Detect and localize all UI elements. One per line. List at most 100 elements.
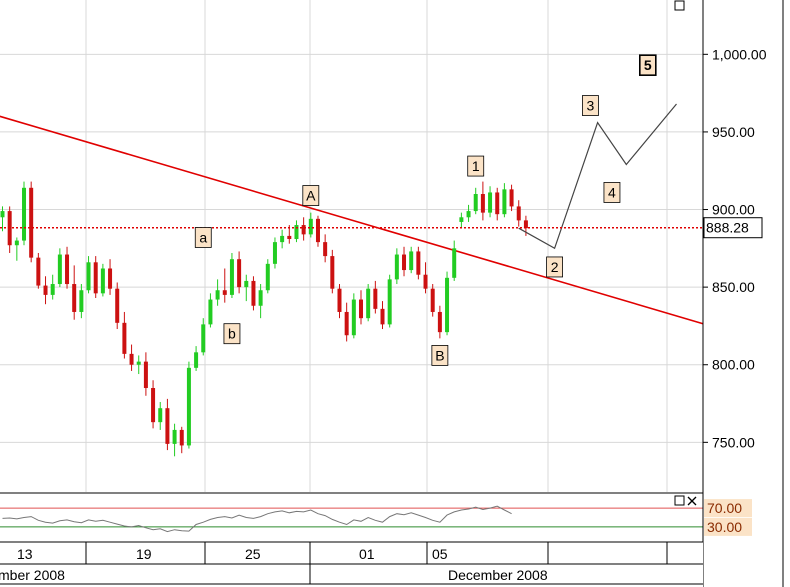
price-tick-label: 900.00 [712, 202, 755, 218]
candle-body [86, 262, 91, 291]
candle-body [79, 290, 84, 312]
candle-body [265, 263, 270, 291]
candle-body [416, 251, 421, 275]
price-tick-label: 950.00 [712, 124, 755, 140]
wave-label-box [223, 323, 241, 345]
candle-body [459, 217, 464, 222]
candle-body [337, 288, 342, 312]
candle-body [323, 242, 328, 257]
candle-body [122, 322, 127, 354]
candle-body [437, 311, 442, 333]
projection-path [518, 103, 677, 250]
wave-label-box [638, 54, 657, 76]
candle-body [194, 352, 199, 368]
month-label: mber 2008 [0, 567, 65, 583]
candle-body [186, 367, 191, 446]
wave-label-box [546, 256, 563, 278]
panel-controls[interactable] [674, 0, 697, 506]
candle-body [208, 299, 213, 325]
wave-label: a [199, 229, 207, 245]
price-tick-label: 850.00 [712, 279, 755, 295]
wave-label: 4 [608, 184, 616, 200]
candle-body [509, 189, 514, 207]
candle-body [151, 388, 156, 423]
rsi-panel [0, 492, 703, 533]
candle-body [330, 256, 335, 289]
wave-label-box [603, 182, 621, 203]
day-label: 01 [359, 546, 375, 562]
maximize-rsi-pane-icon[interactable] [674, 495, 685, 506]
maximize-price-pane-icon[interactable] [674, 0, 685, 11]
candle-body [488, 192, 493, 213]
wave-label: B [435, 347, 444, 363]
day-label: 25 [245, 546, 261, 562]
candle-body [480, 194, 485, 213]
rsi-level-label: 30.00 [707, 519, 742, 535]
candle-body [452, 248, 457, 278]
rsi-line [2, 505, 512, 533]
candle-body [251, 280, 256, 306]
candle-body [50, 284, 55, 295]
wave-label: 1 [472, 158, 480, 174]
candle-body [129, 353, 134, 365]
wave-label: 2 [551, 259, 559, 275]
candle-body [22, 187, 27, 241]
price-tick-label: 800.00 [712, 357, 755, 373]
current-price-box [703, 217, 763, 239]
candles-layer [0, 181, 528, 457]
price-tick-label: 1,000.00 [712, 46, 767, 62]
candle-body [409, 251, 414, 271]
current-price-label: 888.28 [706, 220, 749, 236]
candle-body [29, 187, 34, 258]
candle-body [93, 262, 98, 294]
candle-body [36, 257, 41, 286]
candle-body [272, 242, 277, 264]
candle-body [108, 268, 113, 289]
wave-label-box [194, 227, 212, 248]
candle-body [380, 308, 385, 325]
candle-body [402, 254, 407, 271]
candle-body [237, 259, 242, 288]
candle-body [280, 235, 285, 243]
candle-body [394, 254, 399, 280]
candle-body [222, 290, 227, 295]
candle-body [387, 279, 392, 325]
candle-body [158, 408, 163, 423]
candle-body [201, 324, 206, 353]
resistance-trendline [0, 115, 706, 326]
candle-body [65, 254, 70, 285]
wave-label: b [228, 326, 236, 342]
candle-body [359, 299, 363, 319]
close-rsi-pane-icon[interactable] [687, 496, 697, 506]
trendline-layer [0, 115, 706, 326]
candle-body [244, 280, 249, 288]
candle-body [351, 299, 356, 336]
wave-label-box [582, 95, 599, 116]
grid-lines [0, 0, 703, 492]
projection-layer [518, 103, 677, 250]
candle-body [466, 211, 471, 218]
candle-body [287, 235, 292, 240]
candle-body [516, 206, 521, 221]
candle-body [423, 274, 428, 289]
candle-body [430, 288, 435, 312]
candle-body [215, 290, 220, 300]
candle-body [143, 361, 148, 389]
wave-label: 5 [644, 57, 652, 73]
candle-body [43, 285, 48, 295]
wave-labels-layer: a b A B 1 2 3 4 5 [194, 54, 657, 366]
wave-label-box [467, 155, 485, 177]
wave-label: A [306, 188, 316, 204]
candle-body [179, 429, 184, 446]
right-axis-bg [703, 0, 790, 587]
candle-body [502, 189, 507, 215]
candle-body [14, 240, 19, 246]
rsi-level-label: 70.00 [707, 500, 742, 516]
candle-body [115, 288, 120, 323]
wave-label-box [431, 345, 449, 366]
candle-body [165, 408, 170, 444]
candle-body [294, 225, 299, 240]
candle-body [308, 218, 313, 235]
candle-body [136, 361, 141, 365]
